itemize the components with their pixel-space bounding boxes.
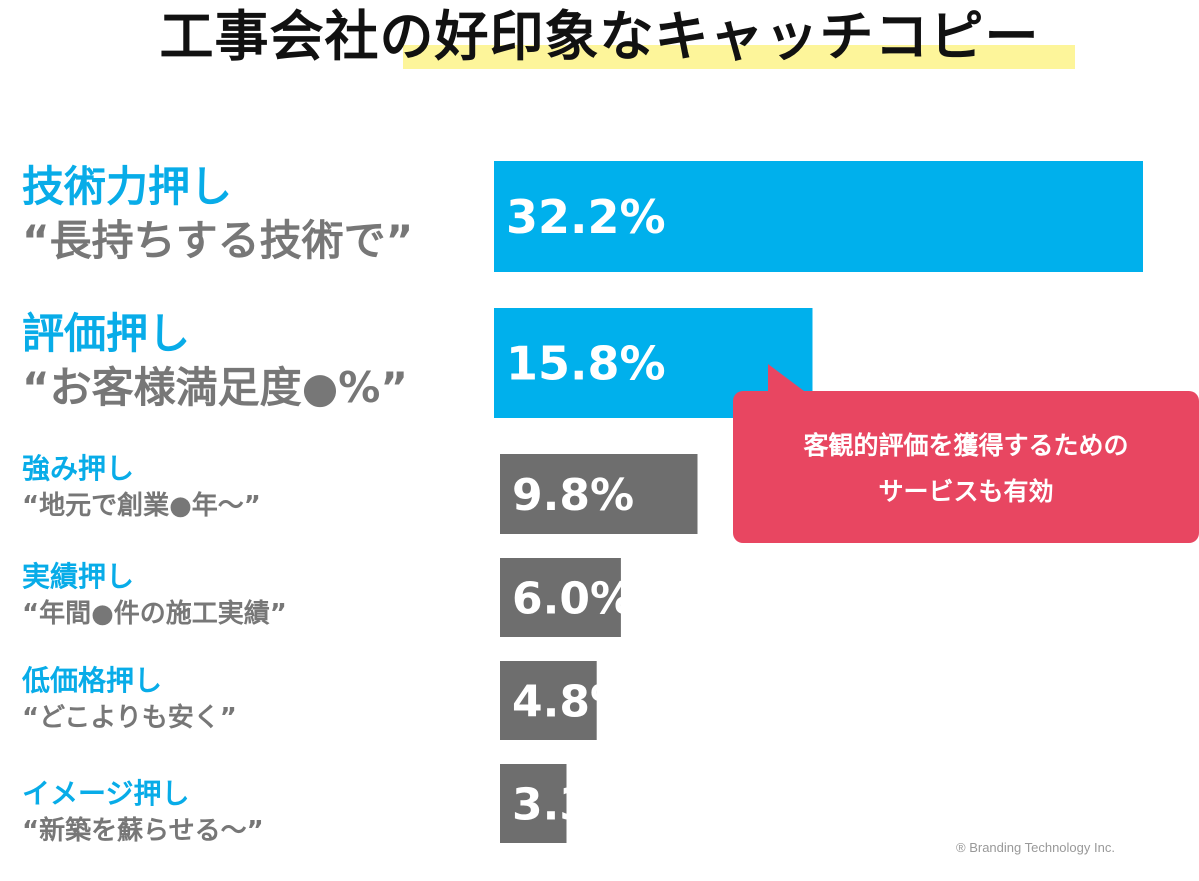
category-label-5: 低価格押し “どこよりも安く”	[22, 662, 237, 736]
category-name: 強み押し	[22, 452, 135, 485]
category-name: 実績押し	[22, 560, 135, 593]
bar-value-label-5: 4.8%	[512, 676, 634, 727]
title-highlight	[403, 45, 1075, 69]
bar-3	[500, 454, 698, 534]
category-label-6: イメージ押し “新築を蘇らせる～”	[22, 775, 264, 849]
bar-5	[500, 661, 597, 740]
category-label-2: 評価押し “お客様満足度●%”	[22, 307, 408, 415]
category-example: “お客様満足度●%”	[22, 363, 408, 412]
category-example: “新築を蘇らせる～”	[22, 816, 264, 846]
bar-6	[500, 764, 567, 843]
category-name: 評価押し	[22, 309, 191, 358]
category-name: イメージ押し	[22, 777, 190, 810]
bar-value-label-2: 15.8%	[506, 337, 666, 391]
callout-line-2: サービスも有効	[878, 477, 1054, 506]
bar-value-label-3: 9.8%	[512, 470, 634, 521]
bar-4	[500, 558, 621, 637]
category-example: “地元で創業●年～”	[22, 491, 261, 521]
callout-line-1: 客観的評価を獲得するための	[803, 431, 1129, 460]
category-name: 技術力押し	[22, 162, 233, 211]
copyright-text: ® Branding Technology Inc.	[956, 840, 1115, 855]
category-label-1: 技術力押し “長持ちする技術で”	[22, 160, 413, 268]
bar-1	[494, 161, 1143, 272]
category-example: “年間●件の施工実績”	[22, 599, 287, 629]
callout-text: 客観的評価を獲得するための サービスも有効	[733, 423, 1199, 515]
title-area: 工事会社の好印象なキャッチコピー	[0, 0, 1199, 80]
category-name: 低価格押し	[22, 664, 163, 697]
bar-value-label-4: 6.0%	[512, 573, 634, 624]
callout-tail	[768, 364, 808, 394]
bar-value-label-1: 32.2%	[506, 190, 666, 244]
category-example: “長持ちする技術で”	[22, 216, 414, 265]
bar-value-label-6: 3.3%	[512, 779, 634, 830]
callout-bubble: 客観的評価を獲得するための サービスも有効	[733, 391, 1199, 543]
category-label-4: 実績押し “年間●件の施工実績”	[22, 558, 287, 632]
category-example: “どこよりも安く”	[22, 703, 237, 733]
page-title: 工事会社の好印象なキャッチコピー	[159, 5, 1040, 68]
category-label-3: 強み押し “地元で創業●年～”	[22, 450, 261, 524]
